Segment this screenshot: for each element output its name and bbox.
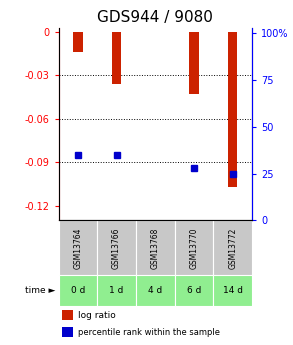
Bar bbox=[175, 220, 213, 275]
Bar bbox=[228, 32, 238, 187]
Bar bbox=[189, 32, 199, 94]
Text: GSM13766: GSM13766 bbox=[112, 227, 121, 269]
Bar bbox=[136, 220, 175, 275]
Text: 1 d: 1 d bbox=[109, 286, 124, 295]
Title: GDS944 / 9080: GDS944 / 9080 bbox=[97, 10, 213, 25]
Bar bbox=[213, 220, 252, 275]
Text: 0 d: 0 d bbox=[71, 286, 85, 295]
Text: GSM13764: GSM13764 bbox=[74, 227, 82, 269]
Text: 14 d: 14 d bbox=[223, 286, 243, 295]
Bar bbox=[59, 275, 97, 306]
Bar bbox=[62, 327, 73, 337]
Bar bbox=[59, 220, 97, 275]
Text: GSM13768: GSM13768 bbox=[151, 227, 160, 269]
Bar bbox=[97, 275, 136, 306]
Bar bbox=[175, 275, 213, 306]
Bar bbox=[62, 310, 73, 320]
Text: log ratio: log ratio bbox=[78, 310, 116, 319]
Text: GSM13770: GSM13770 bbox=[190, 227, 198, 269]
Text: 4 d: 4 d bbox=[148, 286, 162, 295]
Text: 6 d: 6 d bbox=[187, 286, 201, 295]
Bar bbox=[213, 275, 252, 306]
Bar bbox=[112, 32, 121, 84]
Text: percentile rank within the sample: percentile rank within the sample bbox=[78, 328, 220, 337]
Bar bbox=[73, 32, 83, 52]
Text: GSM13772: GSM13772 bbox=[228, 227, 237, 269]
Bar bbox=[97, 220, 136, 275]
Bar bbox=[136, 275, 175, 306]
Text: time ►: time ► bbox=[25, 286, 56, 295]
